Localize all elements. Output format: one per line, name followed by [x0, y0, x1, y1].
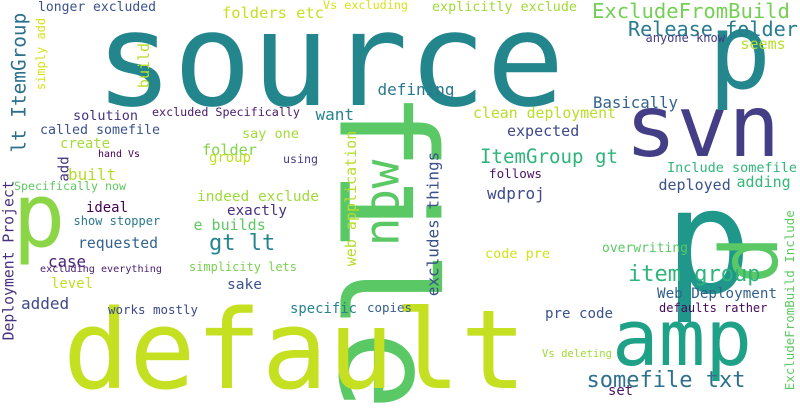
word-clean-deployment: clean deployment	[473, 104, 616, 122]
word-now: now	[353, 159, 410, 247]
word-overwriting: overwriting	[602, 240, 688, 256]
word-excludes-things: excludes things	[422, 151, 442, 297]
word-indeed-exclude: indeed exclude	[197, 188, 319, 205]
word-vs-deleting: Vs deleting	[542, 347, 612, 360]
word-create: create	[60, 135, 110, 152]
word-code-pre: code pre	[485, 245, 551, 262]
word-p: p	[708, 0, 772, 113]
word-show-stopper: show stopper	[73, 214, 161, 228]
word-say-one: say one	[242, 125, 299, 142]
word-itemgroup-gt: ItemGroup gt	[480, 144, 618, 168]
word-copies: copies	[367, 300, 412, 315]
word-release-folder: Release folder	[628, 17, 798, 41]
word-excludefrombuild-include: ExcludeFromBuild Include	[781, 210, 797, 391]
word-case: case	[48, 252, 86, 271]
word-excluded-specifically: excluded Specifically	[152, 105, 300, 119]
word-default: default	[63, 286, 527, 414]
word-using: using	[283, 151, 318, 166]
word-lt-itemgroup: lt ItemGroup	[7, 12, 31, 153]
word-pre-code: pre code	[545, 306, 613, 322]
word-specific: specific	[290, 301, 357, 317]
word-simply-add: simply add	[34, 17, 49, 90]
word-include-somefile: Include somefile	[667, 159, 798, 176]
word-deployed: deployed	[658, 176, 731, 194]
word-seems: seems	[740, 35, 786, 53]
word-group: group	[209, 150, 251, 166]
word-sake: sake	[227, 277, 262, 293]
word-explicitly-exclude: explicitly exclude	[432, 0, 577, 15]
word-vs-excluding: Vs excluding	[323, 0, 409, 12]
word-excludefrombuild: ExcludeFromBuild	[592, 0, 790, 23]
word-source: source	[95, 0, 565, 136]
word-requested: requested	[78, 235, 159, 252]
word-e-builds: e builds	[193, 216, 266, 234]
word-solution: solution	[73, 108, 139, 124]
word-deployment-project: Deployment Project	[0, 179, 18, 340]
word-item-group: item group	[628, 262, 761, 287]
word-longer-excluded: longer excluded	[38, 0, 156, 15]
word-basically: Basically	[593, 93, 679, 112]
word-somefile-txt: somefile txt	[586, 368, 746, 393]
word-built: built	[68, 165, 117, 184]
word-wdproj: wdproj	[487, 184, 545, 203]
word-add: add	[56, 156, 73, 182]
word-folders-etc: folders etc	[222, 3, 324, 22]
word-want: want	[315, 105, 355, 124]
word-defining: defining	[377, 80, 455, 99]
word-exactly: exactly	[227, 203, 287, 219]
word-added: added	[21, 294, 70, 313]
word-expected: expected	[507, 122, 580, 140]
word-specifically-now: Specifically now	[14, 179, 126, 193]
word-set: set	[608, 382, 633, 399]
word-ideal: ideal	[86, 200, 128, 216]
word-build: build	[135, 42, 154, 89]
word-level: level	[51, 276, 93, 292]
word-p: p	[12, 164, 66, 267]
word-folder: folder	[202, 140, 257, 159]
word-amp: amp	[612, 294, 752, 384]
word-works-mostly: works mostly	[108, 302, 198, 317]
word-excluding-everything: excluding everything	[40, 264, 162, 275]
word-web-application: web application	[342, 130, 361, 266]
word-follows: follows	[489, 165, 543, 181]
word-hand-vs: hand Vs	[98, 148, 141, 160]
word-adding: adding	[736, 173, 791, 191]
word-defaults-rather: defaults rather	[659, 301, 768, 315]
word-web-deployment: Web Deployment	[657, 285, 777, 302]
word-anyone-know: anyone know	[645, 31, 725, 45]
word-svn: svn	[625, 76, 781, 177]
word-p: p	[664, 158, 752, 327]
word-simplicity-lets: simplicity lets	[189, 260, 297, 274]
word-gt-lt: gt lt	[209, 231, 276, 256]
word-called-somefile: called somefile	[40, 122, 160, 138]
